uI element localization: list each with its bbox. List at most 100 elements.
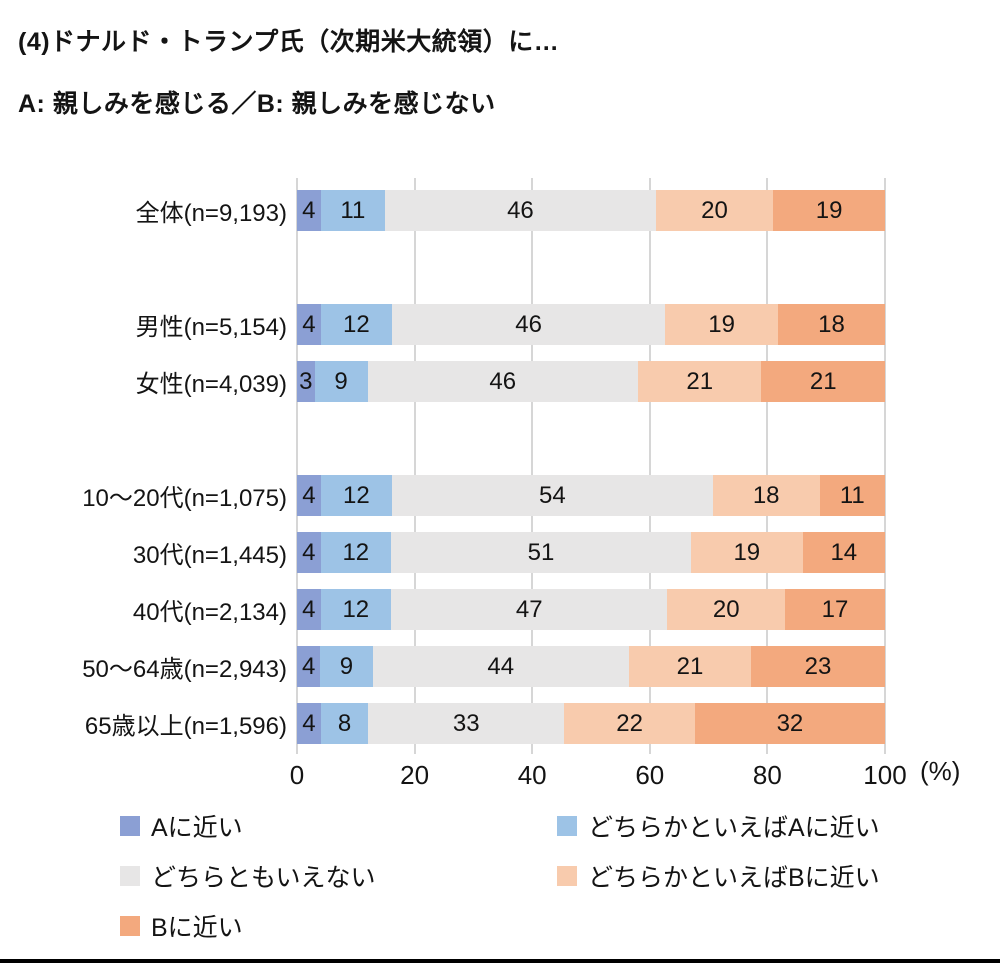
legend-label: どちらかといえばBに近い [588, 864, 880, 892]
bar-value-label: 8 [337, 709, 352, 737]
bar-segment: 19 [690, 532, 803, 573]
x-tick-label: 40 [517, 760, 547, 790]
bar-segment: 4 [297, 703, 321, 744]
chart-title: (4)ドナルド・トランプ氏（次期米大統領）に… [18, 28, 560, 56]
bar-segment: 11 [819, 475, 885, 516]
bar-segment: 11 [320, 190, 386, 231]
category-label: 40代(n=2,134) [132, 599, 287, 626]
bar-segment: 17 [785, 589, 885, 630]
bar-value-label: 4 [302, 481, 316, 509]
category-label: 男性(n=5,154) [135, 314, 287, 341]
bar-segment: 12 [320, 589, 392, 630]
bar-segment: 4 [297, 304, 321, 345]
bar-value-label: 12 [343, 310, 370, 338]
category-label: 10〜20代(n=1,075) [82, 485, 287, 512]
legend-item: Aに近い [120, 808, 557, 844]
bar-segment: 4 [297, 532, 321, 573]
bar-segment: 32 [694, 703, 885, 744]
bar-value-label: 33 [452, 709, 480, 737]
bar-value-label: 3 [299, 367, 313, 395]
category-label: 女性(n=4,039) [135, 371, 287, 398]
chart-subtitle: A: 親しみを感じる／B: 親しみを感じない [18, 90, 496, 118]
bar-value-label: 46 [489, 367, 517, 395]
legend-item: どちらかといえばBに近い [557, 858, 895, 894]
bar-segment: 19 [773, 190, 885, 231]
legend-swatch-icon [120, 916, 140, 936]
bar-segment: 46 [385, 190, 656, 231]
category-label: 65歳以上(n=1,596) [84, 713, 287, 740]
category-label: 30代(n=1,445) [132, 542, 287, 569]
bar-value-label: 19 [815, 196, 843, 224]
bar-value-label: 4 [302, 709, 316, 737]
legend-swatch-icon [120, 866, 140, 886]
bar-segment: 4 [297, 589, 321, 630]
bar-row: 4 9 44 21 23 [297, 646, 885, 687]
x-tick-label: 20 [400, 760, 430, 790]
bar-segment: 46 [367, 361, 638, 402]
legend-label: どちらともいえない [151, 864, 376, 892]
bar-value-label: 20 [712, 595, 740, 623]
bar-segment: 8 [320, 703, 369, 744]
bar-value-label: 23 [804, 652, 832, 680]
bar-value-label: 12 [342, 595, 370, 623]
legend-swatch-icon [557, 816, 577, 836]
bar-segment: 21 [638, 361, 762, 402]
bar-segment: 9 [320, 646, 373, 687]
bar-value-label: 9 [334, 367, 348, 395]
bottom-border-line [0, 959, 1000, 963]
bar-segment: 9 [314, 361, 368, 402]
bar-value-label: 46 [515, 310, 542, 338]
bar-segment: 12 [320, 475, 393, 516]
bar-value-label: 51 [527, 538, 555, 566]
bar-value-label: 18 [818, 310, 845, 338]
bar-value-label: 20 [701, 196, 728, 224]
bar-segment: 4 [297, 475, 321, 516]
legend-swatch-icon [557, 866, 577, 886]
bar-row: 3 9 46 21 21 [297, 361, 885, 402]
gridline [531, 178, 534, 754]
bar-segment: 21 [761, 361, 885, 402]
bar-value-label: 4 [302, 310, 316, 338]
bar-value-label: 32 [776, 709, 804, 737]
bar-value-label: 4 [302, 595, 316, 623]
x-tick-label: 0 [289, 760, 305, 790]
bar-segment: 22 [564, 703, 695, 744]
bar-value-label: 54 [539, 481, 566, 509]
bar-value-label: 12 [342, 538, 370, 566]
bar-value-label: 9 [339, 652, 354, 680]
gridline [766, 178, 769, 754]
bar-segment: 47 [391, 589, 668, 630]
bar-segment: 14 [802, 532, 885, 573]
bar-segment: 54 [392, 475, 713, 516]
bar-value-label: 12 [343, 481, 370, 509]
bar-value-label: 17 [821, 595, 849, 623]
bar-segment: 21 [628, 646, 752, 687]
legend-swatch-icon [120, 816, 140, 836]
bar-segment: 18 [778, 304, 885, 345]
legend-item: どちらともいえない [120, 858, 557, 894]
bar-row: 4 12 46 19 18 [297, 304, 885, 345]
bar-value-label: 11 [839, 481, 865, 509]
legend-label: Aに近い [151, 814, 243, 842]
bar-row: 4 12 47 20 17 [297, 589, 885, 630]
gridline [296, 178, 298, 754]
bar-segment: 44 [372, 646, 629, 687]
bar-value-label: 47 [515, 595, 543, 623]
x-tick-label: 60 [635, 760, 665, 790]
bar-segment: 33 [368, 703, 565, 744]
legend-item: Bに近い [120, 908, 557, 944]
bar-segment: 23 [751, 646, 885, 687]
legend-label: どちらかといえばAに近い [588, 814, 880, 842]
legend-item: どちらかといえばAに近い [557, 808, 895, 844]
bar-value-label: 22 [616, 709, 643, 737]
bar-value-label: 11 [340, 196, 366, 224]
bar-segment: 51 [391, 532, 691, 573]
legend: Aに近い どちらかといえばAに近いどちらともいえない どちらかといえばBに近い Bに近… [120, 808, 895, 944]
bar-row: 4 11 46 20 19 [297, 190, 885, 231]
category-label: 50〜64歳(n=2,943) [82, 656, 287, 683]
bar-segment: 18 [712, 475, 820, 516]
bar-row: 4 12 54 18 11 [297, 475, 885, 516]
gridline [884, 178, 886, 754]
bar-value-label: 21 [686, 367, 714, 395]
category-label: 全体(n=9,193) [135, 200, 287, 227]
